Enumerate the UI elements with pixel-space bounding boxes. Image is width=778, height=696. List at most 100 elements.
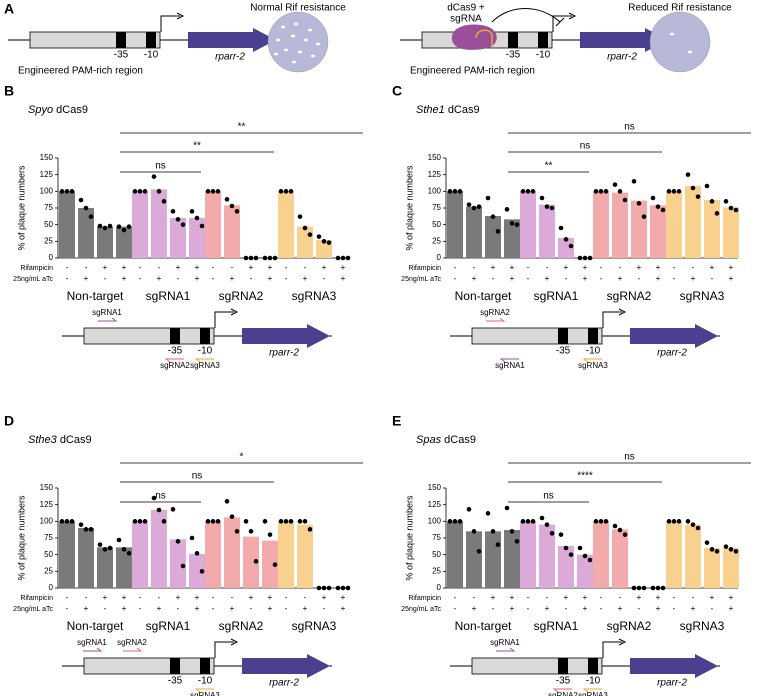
- y-tick-label: 50: [44, 220, 53, 229]
- guide-arrow: [83, 647, 103, 652]
- bar: [466, 531, 482, 588]
- chart-title: Spyo dCas9: [28, 104, 88, 116]
- data-point: [340, 255, 346, 261]
- bar: [520, 191, 536, 258]
- data-point: [248, 255, 254, 261]
- condition-sign: -: [619, 263, 622, 272]
- promoter-arrow: [214, 641, 234, 658]
- data-point: [485, 195, 491, 201]
- data-point: [685, 519, 691, 524]
- condition-sign: -: [212, 593, 215, 602]
- colony: [290, 34, 296, 38]
- data-point: [631, 585, 637, 591]
- bar: [170, 218, 186, 258]
- condition-sign: -: [673, 593, 676, 602]
- promoter-arrow-head: [230, 308, 239, 316]
- condition-sign: +: [303, 274, 308, 283]
- y-tick-label: 125: [428, 500, 442, 509]
- plate-caption: Reduced Rif resistance: [628, 3, 732, 14]
- bar: [132, 191, 148, 258]
- bar: [116, 547, 132, 588]
- data-point: [107, 223, 113, 229]
- bar: [78, 208, 94, 258]
- data-point: [622, 532, 628, 537]
- data-point: [466, 507, 472, 512]
- significance-label: ****: [577, 471, 593, 482]
- bar: [59, 521, 75, 588]
- pam-region: [83, 327, 215, 345]
- significance-label: **: [545, 161, 553, 172]
- group-label: sgRNA1: [146, 619, 191, 633]
- minus10-label: -10: [198, 676, 213, 687]
- minus10-label: -10: [144, 50, 159, 61]
- bar: [631, 200, 647, 258]
- condition-sign: +: [729, 263, 734, 272]
- condition-sign: +: [341, 593, 346, 602]
- bar: [612, 529, 628, 588]
- region-label: Engineered PAM-rich region: [410, 66, 535, 77]
- data-point: [603, 519, 609, 524]
- data-point: [709, 199, 715, 204]
- data-point: [650, 195, 656, 201]
- y-axis-label: % of plaque numbers: [16, 495, 26, 581]
- condition-sign: +: [510, 604, 515, 613]
- condition-sign: -: [711, 604, 714, 613]
- data-point: [504, 505, 510, 511]
- guide-arrow: [98, 317, 118, 322]
- data-point: [83, 205, 89, 211]
- data-point: [194, 551, 200, 556]
- data-point: [78, 522, 84, 527]
- pam-region: [29, 31, 161, 49]
- data-point: [504, 207, 510, 212]
- guide-arrow: [123, 647, 143, 652]
- bar: [539, 524, 555, 588]
- bar: [278, 191, 294, 258]
- condition-sign: -: [673, 263, 676, 272]
- data-point: [116, 537, 122, 543]
- condition-sign: -: [454, 604, 457, 613]
- condition-sign: -: [673, 604, 676, 613]
- condition-sign: +: [710, 593, 715, 602]
- data-point: [495, 229, 501, 234]
- data-point: [568, 243, 574, 249]
- bar: [577, 554, 593, 588]
- condition-sign: -: [692, 593, 695, 602]
- data-point: [199, 223, 205, 229]
- data-point: [189, 209, 195, 214]
- data-point: [520, 189, 526, 194]
- condition-sign: +: [545, 274, 550, 283]
- box-10: [588, 658, 598, 674]
- bar: [704, 548, 720, 588]
- data-point: [582, 255, 588, 261]
- gene-arrow: [242, 654, 330, 678]
- guide-arrow: [496, 647, 516, 652]
- y-tick-label: 0: [437, 253, 442, 262]
- condition-sign: -: [600, 604, 603, 613]
- guide-label: sgRNA1: [490, 638, 520, 647]
- minus10-label: -10: [586, 676, 601, 687]
- bar: [666, 521, 682, 588]
- minus35-label: -35: [168, 346, 183, 357]
- data-point: [582, 553, 588, 559]
- data-point: [59, 519, 65, 524]
- significance-label: **: [238, 122, 246, 133]
- data-point: [514, 222, 520, 227]
- y-tick-label: 150: [428, 153, 442, 162]
- y-tick-label: 75: [432, 203, 441, 212]
- bar: [650, 205, 666, 258]
- bar: [447, 521, 463, 588]
- data-point: [316, 234, 322, 239]
- data-point: [447, 189, 453, 194]
- chart-title: Sthe3 dCas9: [28, 434, 92, 446]
- y-axis-label: % of plaque numbers: [404, 165, 414, 251]
- guide-label: sgRNA1: [92, 308, 122, 317]
- data-point: [288, 519, 294, 524]
- data-point: [539, 515, 545, 521]
- panel-letter: A: [4, 1, 14, 17]
- data-point: [199, 569, 205, 574]
- promoter-arrow: [214, 311, 234, 328]
- condition-sign: -: [66, 263, 69, 272]
- guide-arrow: [552, 688, 572, 693]
- bar: [59, 191, 75, 258]
- condition-sign: -: [139, 593, 142, 602]
